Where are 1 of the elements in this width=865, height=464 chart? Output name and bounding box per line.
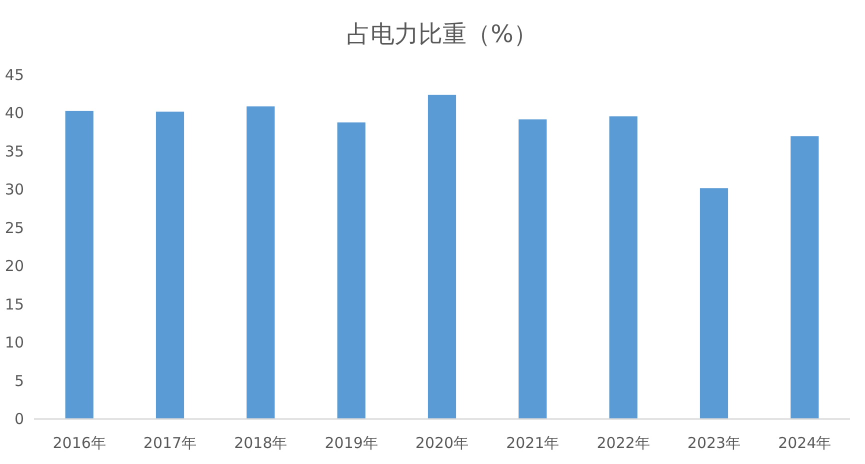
title: 占电力比重（%）: [346, 20, 538, 48]
